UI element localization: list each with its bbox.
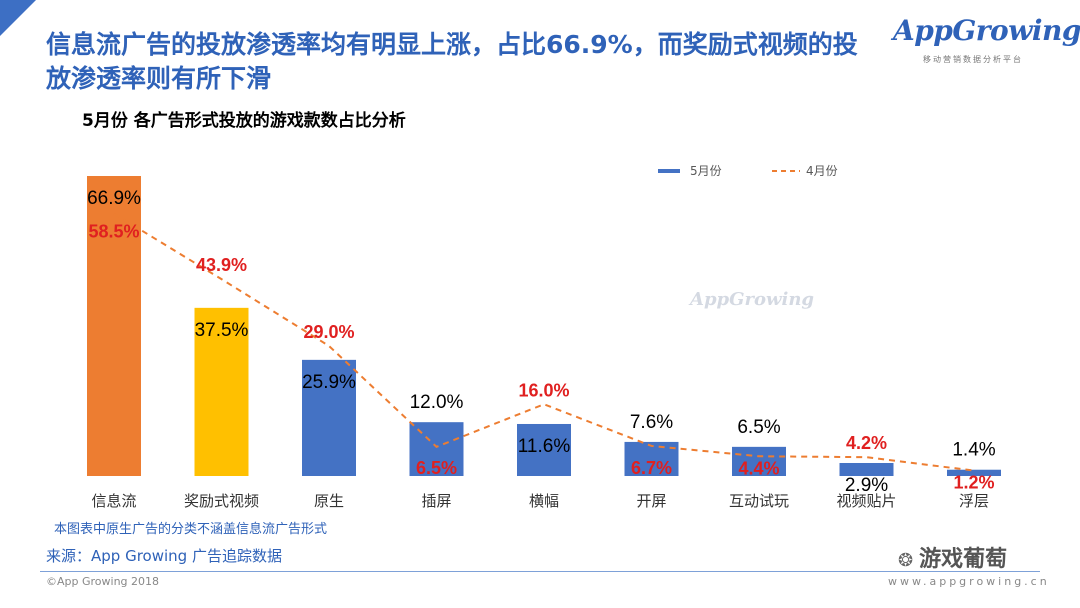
- may-label-3: 25.9%: [302, 372, 356, 393]
- legend-label-april: 4月份: [806, 164, 838, 178]
- april-label-9: 1.2%: [953, 473, 994, 493]
- footer-divider: [40, 571, 1040, 572]
- may-label-9: 1.4%: [952, 440, 995, 461]
- april-label-7: 4.4%: [738, 458, 779, 478]
- legend-label-may: 5月份: [690, 164, 722, 178]
- april-label-6: 6.7%: [631, 458, 672, 478]
- wechat-icon: ❂: [898, 550, 914, 571]
- may-label-2: 37.5%: [195, 320, 249, 341]
- category-label-6: 开屏: [636, 492, 666, 510]
- april-label-5: 16.0%: [518, 380, 569, 400]
- chart-note: 本图表中原生广告的分类不涵盖信息流广告形式: [54, 522, 328, 537]
- category-label-7: 互动试玩: [729, 492, 789, 510]
- source-text: 来源：App Growing 广告追踪数据: [46, 547, 282, 565]
- bar-8: [839, 462, 894, 476]
- may-label-6: 7.6%: [630, 412, 673, 433]
- april-label-8: 4.2%: [846, 433, 887, 453]
- corner-decoration: [0, 0, 36, 36]
- watermark: AppGrowing: [690, 289, 815, 310]
- category-label-2: 奖励式视频: [184, 492, 259, 510]
- category-label-5: 横幅: [529, 492, 559, 510]
- copyright-text: ©App Growing 2018: [46, 575, 160, 588]
- may-label-8: 2.9%: [845, 475, 888, 496]
- may-label-5: 11.6%: [518, 436, 571, 457]
- may-label-1: 66.9%: [87, 188, 141, 209]
- may-label-7: 6.5%: [737, 417, 780, 438]
- bar-7: [732, 446, 786, 476]
- april-label-2: 43.9%: [196, 255, 247, 275]
- chart-title: 5月份 各广告形式投放的游戏款数占比分析: [82, 111, 406, 131]
- bar-3: [302, 359, 356, 476]
- april-label-4: 6.5%: [416, 458, 457, 478]
- may-label-4: 12.0%: [410, 392, 464, 413]
- bar-6: [624, 441, 679, 476]
- bar-9: [947, 469, 1001, 476]
- april-label-3: 29.0%: [303, 322, 354, 342]
- logo-text: AppGrowing: [893, 14, 1080, 47]
- page-headline: 信息流广告的投放渗透率均有明显上涨，占比66.9%，而奖励式视频的投放渗透率则有…: [46, 30, 858, 93]
- logo-tagline: 移动营销数据分析平台: [923, 55, 1023, 64]
- category-label-3: 原生: [314, 492, 344, 510]
- wechat-account: 游戏葡萄: [919, 547, 1008, 572]
- wechat-badge: ❂ 游戏葡萄: [898, 541, 1007, 573]
- bar-1: [87, 176, 141, 476]
- category-label-8: 视频贴片: [836, 492, 896, 510]
- bar-2: [194, 307, 249, 476]
- logo: AppGrowing 移动营销数据分析平台: [893, 14, 1080, 72]
- bar-5: [517, 423, 571, 476]
- category-label-1: 信息流: [91, 492, 136, 510]
- website-text: www.appgrowing.cn: [888, 575, 1050, 588]
- category-label-9: 浮层: [959, 492, 989, 510]
- category-label-4: 插屏: [421, 492, 451, 510]
- series-line-april: [113, 212, 975, 472]
- april-label-1: 58.5%: [88, 222, 139, 242]
- legend-swatch-may: [658, 169, 680, 173]
